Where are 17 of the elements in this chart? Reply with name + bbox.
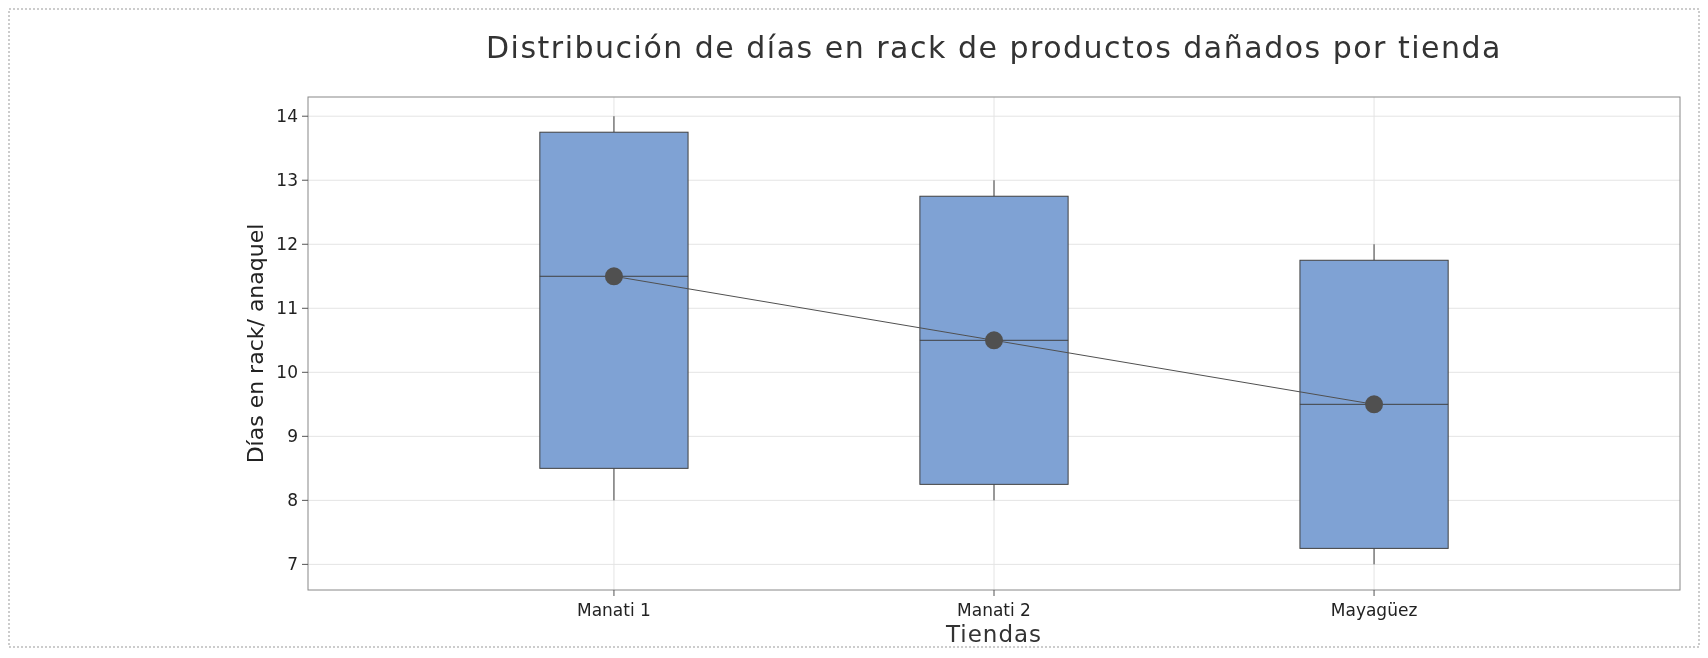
y-tick-label: 13 [276, 170, 298, 191]
y-tick-label: 8 [287, 490, 298, 511]
y-tick-label: 14 [276, 106, 298, 127]
x-axis-title: Tiendas [944, 621, 1043, 647]
point [1365, 395, 1384, 414]
x-tick-label: Manati 1 [577, 600, 651, 620]
y-tick-label: 10 [276, 362, 298, 383]
point [604, 267, 623, 286]
y-tick-label: 12 [276, 234, 298, 255]
y-tick-label: 7 [287, 554, 298, 575]
x-tick-label: Mayagüez [1330, 600, 1418, 620]
x-tick-label: Manati 2 [957, 600, 1031, 620]
y-axis-title: Días en rack/ anaquel [243, 223, 268, 464]
y-tick-label: 11 [276, 298, 298, 319]
chart-title: Distribución de días en rack de productos dañados por tienda [486, 30, 1502, 65]
y-tick-label: 9 [287, 426, 298, 447]
point [985, 331, 1003, 350]
